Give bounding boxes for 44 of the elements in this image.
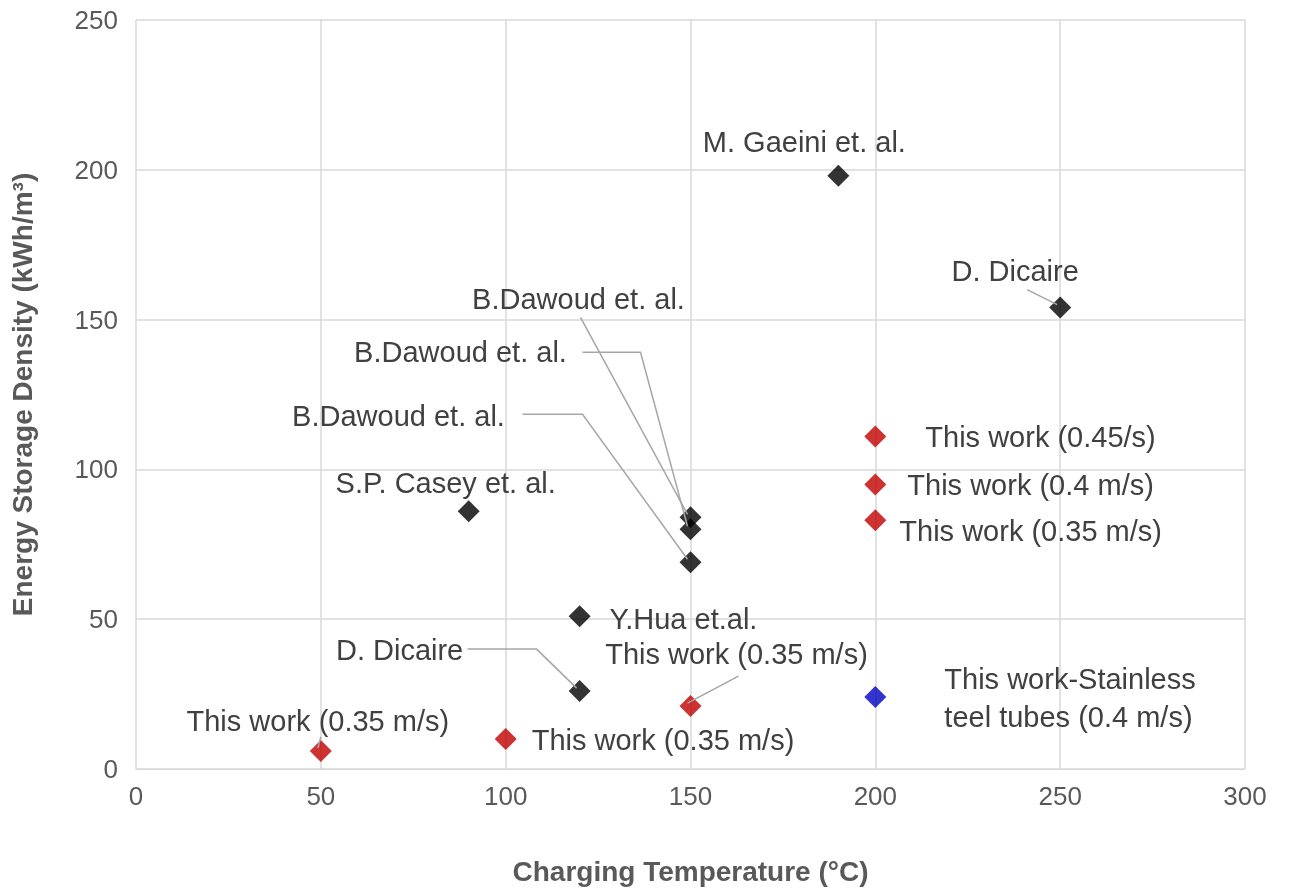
y-axis-title: Energy Storage Density (kWh/m³) — [6, 172, 38, 617]
point — [309, 740, 332, 763]
point — [494, 728, 517, 751]
annotation: This work-Stainless teel tubes (0.4 m/s) — [944, 663, 1196, 734]
point — [679, 518, 702, 541]
x-tick-label: 50 — [306, 781, 336, 811]
x-tick-label: 200 — [853, 781, 898, 811]
point — [457, 500, 480, 523]
point — [864, 425, 887, 448]
x-axis-title: Charging Temperature (°C) — [512, 855, 869, 887]
annotation: This work (0.35 m/s) — [186, 705, 450, 738]
annotation: D. Dicaire — [951, 254, 1079, 287]
point — [1049, 296, 1072, 319]
point — [679, 695, 702, 718]
annotation: M. Gaeini et. al. — [702, 125, 906, 158]
annotation: This work (0.35 m/s) — [531, 724, 795, 757]
x-tick-label: 150 — [668, 781, 713, 811]
annotation: This work (0.35 m/s) — [899, 515, 1163, 548]
x-tick-label: 100 — [483, 781, 528, 811]
y-tick-label: 200 — [74, 154, 118, 185]
y-tick-label: 150 — [74, 304, 118, 335]
annotation: D. Dicaire — [335, 634, 464, 667]
point — [568, 605, 591, 628]
annotation: B.Dawoud et. al. — [292, 400, 505, 433]
x-tick-label: 250 — [1038, 781, 1082, 811]
x-tick-label: 0 — [128, 781, 144, 811]
y-tick-label: 250 — [74, 5, 118, 35]
point — [864, 686, 887, 709]
y-tick-label: 50 — [89, 604, 118, 635]
point — [568, 680, 591, 703]
annotation: Y.Hua et.al. — [609, 603, 758, 636]
annotation: This work (0.35 m/s) — [605, 638, 868, 671]
annotation: This work (0.45/s) — [925, 421, 1156, 454]
y-tick-label: 100 — [74, 454, 118, 485]
annotation: S.P. Casey et. al. — [335, 467, 556, 500]
y-tick-label: 0 — [103, 754, 118, 784]
annotation: B.Dawoud et. al. — [354, 336, 567, 369]
point — [864, 473, 887, 496]
annotation: B.Dawoud et. al. — [472, 283, 685, 316]
point — [827, 164, 850, 187]
annotation: This work (0.4 m/s) — [907, 469, 1154, 502]
point — [864, 509, 887, 532]
x-tick-label: 300 — [1223, 781, 1267, 811]
point — [679, 551, 702, 574]
